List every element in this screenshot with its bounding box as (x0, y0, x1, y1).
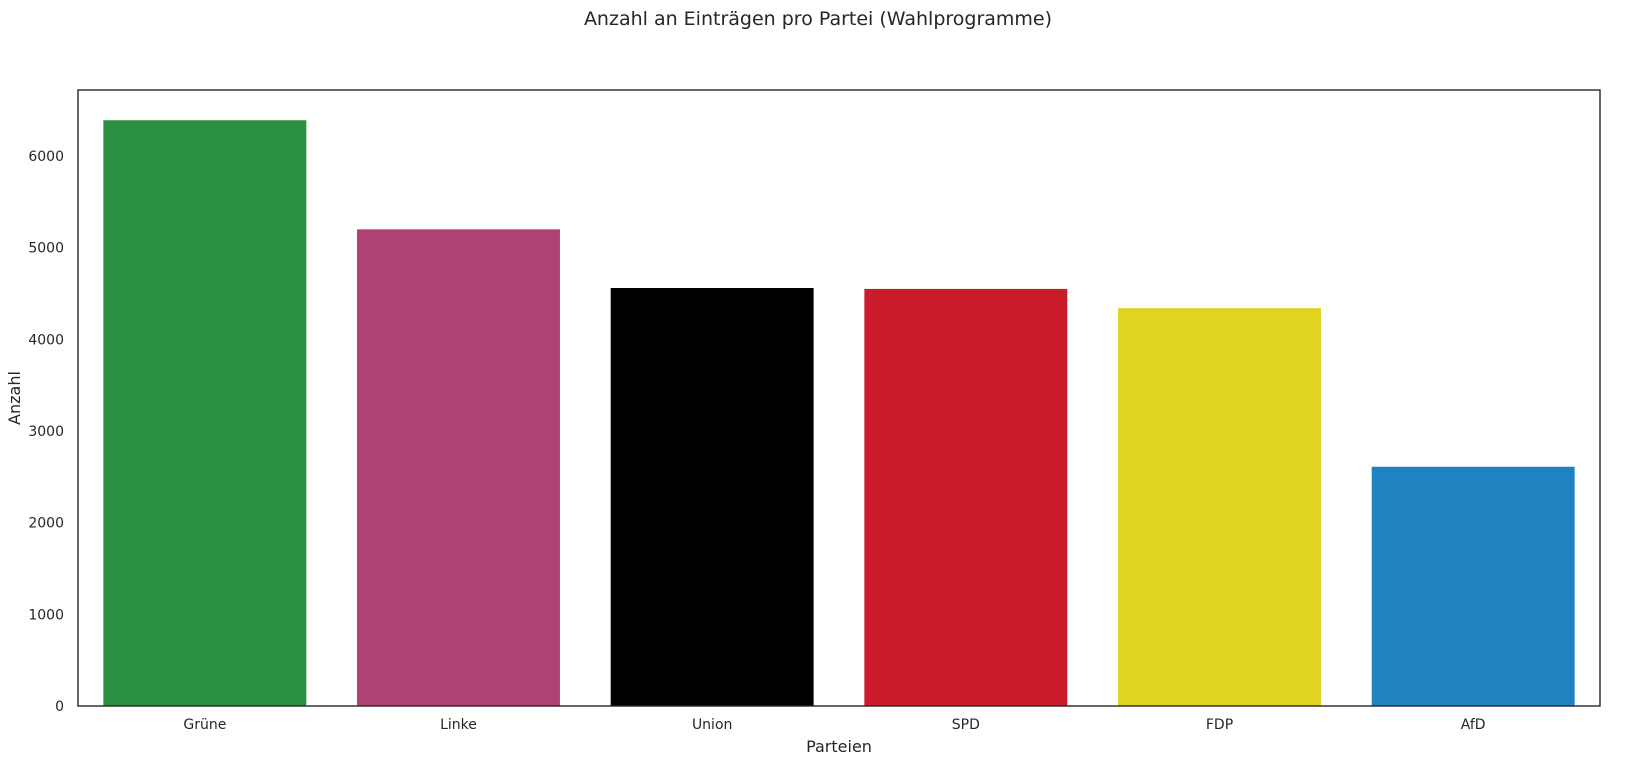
x-axis-label: Parteien (806, 737, 872, 756)
bar-afd (1371, 466, 1575, 706)
chart-title: Anzahl an Einträgen pro Partei (Wahlprog… (584, 8, 1052, 30)
x-tick-label: SPD (952, 717, 980, 733)
y-tick-label: 6000 (28, 149, 64, 165)
plot-frame (77, 89, 1601, 707)
y-tick-label: 2000 (28, 516, 64, 532)
x-axis: Grüne Linke Union SPD FDP AfD (183, 717, 1485, 733)
x-tick-label: FDP (1206, 717, 1233, 733)
y-tick-label: 4000 (28, 332, 64, 348)
y-tick-label: 1000 (28, 607, 64, 623)
x-tick-label: Grüne (183, 717, 226, 733)
y-axis: 0 1000 2000 3000 4000 5000 6000 (28, 149, 64, 715)
x-tick-label: Union (692, 717, 732, 733)
bar-linke (357, 229, 560, 707)
y-axis-label: Anzahl (5, 371, 24, 425)
bar-fdp (1118, 308, 1321, 706)
y-tick-label: 5000 (28, 241, 64, 257)
bar-union (610, 288, 814, 706)
bars-layer (103, 120, 1575, 707)
x-tick-label: AfD (1461, 717, 1486, 733)
y-tick-label: 3000 (28, 424, 64, 440)
bar-gr-ne (103, 120, 307, 706)
bar-spd (864, 288, 1068, 706)
y-tick-label: 0 (55, 699, 64, 715)
x-tick-label: Linke (440, 717, 477, 733)
